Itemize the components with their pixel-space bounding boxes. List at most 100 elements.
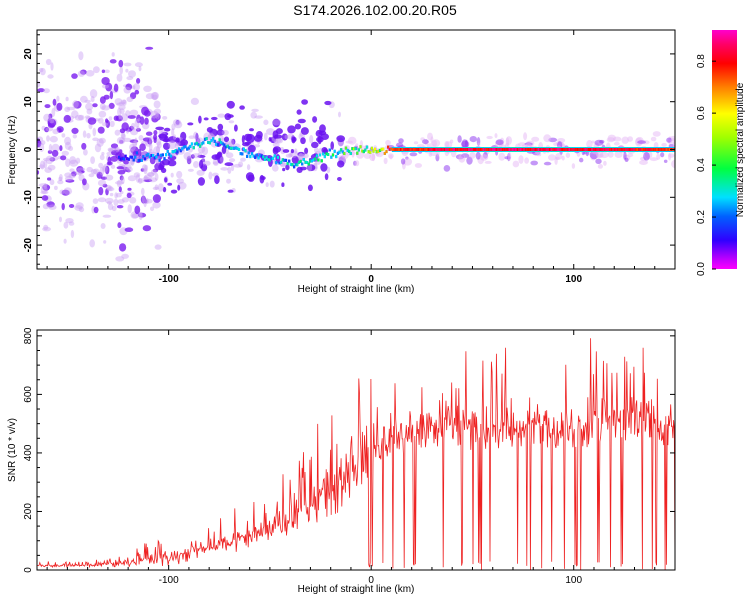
ridge-cell [646, 148, 649, 151]
noise-blob [45, 58, 52, 66]
noise-blob [49, 156, 59, 161]
noise-blob [128, 149, 134, 157]
noise-blob [443, 165, 451, 172]
chart-title: S174.2026.102.00.20.R05 [293, 2, 457, 18]
noise-blob [543, 134, 552, 143]
noise-blob [172, 134, 177, 140]
ridge-cell [438, 148, 441, 151]
noise-blob [111, 52, 115, 57]
noise-blob [231, 164, 235, 172]
ridge-cell [370, 146, 373, 150]
noise-blob [80, 69, 87, 75]
ridge-cell [221, 142, 224, 146]
ridge-cell [137, 159, 140, 162]
noise-blob [531, 136, 540, 142]
noise-blob [155, 145, 161, 154]
noise-blob [345, 140, 353, 144]
ridge-cell [408, 148, 411, 151]
ridge-cell [587, 148, 591, 151]
ridge-cell [448, 148, 451, 151]
ridge-cell [662, 148, 665, 151]
noise-blob [74, 170, 83, 175]
ridge-cell [583, 148, 586, 151]
noise-blob [115, 256, 125, 262]
ridge-cell [484, 148, 487, 151]
noise-blob [141, 194, 145, 204]
noise-blob [143, 85, 152, 93]
noise-blob [140, 168, 145, 172]
noise-blob [133, 172, 141, 178]
noise-blob [246, 164, 251, 171]
ridge-cell [369, 150, 372, 154]
noise-blob [187, 158, 192, 165]
noise-blob [594, 139, 604, 146]
ridge-cell [203, 137, 207, 141]
noise-blob [134, 137, 138, 146]
ridge-cell [456, 148, 459, 151]
noise-blob [561, 155, 565, 161]
ridge-cell [148, 155, 151, 159]
noise-blob [224, 162, 234, 167]
noise-blob [71, 73, 78, 79]
ridge-cell [584, 148, 587, 151]
ridge-cell [649, 148, 652, 151]
noise-blob [251, 108, 259, 112]
ridge-cell [667, 148, 670, 151]
noise-blob [69, 168, 75, 173]
ridge-cell [427, 148, 430, 151]
ridge-cell [388, 147, 391, 151]
ridge-cell [532, 148, 535, 151]
noise-blob [281, 182, 285, 187]
noise-blob [143, 175, 148, 181]
noise-blob [238, 161, 244, 168]
ridge-cell [166, 150, 169, 153]
ridge-cell [628, 148, 631, 151]
noise-blob [73, 101, 82, 109]
noise-blob [52, 98, 57, 106]
noise-blob [150, 92, 159, 100]
noise-blob [61, 150, 69, 156]
ridge-cell [498, 148, 501, 151]
noise-blob [98, 186, 104, 196]
noise-blob [39, 164, 45, 169]
noise-blob [175, 137, 180, 144]
noise-blob [187, 122, 194, 126]
noise-blob [132, 85, 136, 90]
ridge-cell [283, 158, 286, 162]
ridge-cell [233, 146, 236, 150]
noise-blob [433, 140, 437, 147]
noise-blob [94, 143, 102, 153]
noise-blob [175, 142, 180, 146]
noise-blob [272, 164, 279, 172]
ridge-cell [195, 141, 198, 145]
noise-blob [138, 66, 142, 72]
ridge-cell [518, 148, 521, 151]
noise-blob [145, 93, 155, 100]
noise-blob [272, 146, 282, 153]
ridge-cell [544, 148, 547, 151]
noise-blob [66, 106, 76, 111]
ridge-cell [393, 148, 396, 151]
noise-blob [86, 166, 93, 173]
noise-blob [239, 105, 245, 110]
noise-blob [207, 134, 216, 139]
noise-blob [82, 130, 87, 138]
noise-blob [51, 149, 59, 157]
ridge-cell [341, 150, 344, 154]
noise-blob [46, 201, 55, 208]
noise-blob [643, 152, 650, 161]
noise-blob [153, 100, 161, 109]
noise-blob [458, 154, 466, 163]
noise-blob [318, 130, 327, 136]
noise-blob [47, 74, 54, 79]
noise-blob [221, 129, 229, 136]
noise-blob [177, 184, 181, 191]
ridge-cell [229, 146, 232, 150]
noise-blob [294, 148, 298, 154]
noise-blob [69, 159, 79, 167]
ridge-cell [383, 151, 386, 155]
noise-blob [137, 118, 141, 122]
noise-blob [43, 88, 50, 94]
ridge-cell [142, 155, 145, 159]
noise-blob [119, 138, 123, 145]
